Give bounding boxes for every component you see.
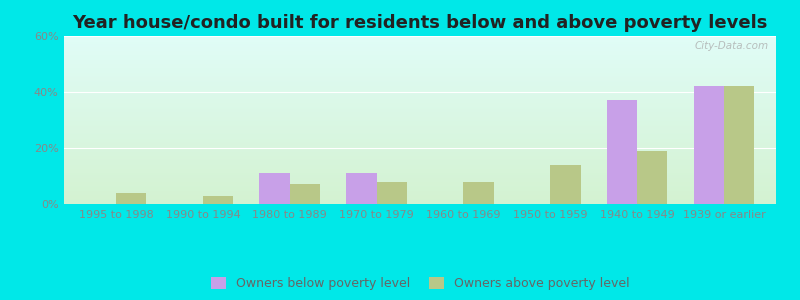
Bar: [550, 165, 581, 204]
Bar: [290, 184, 320, 204]
Bar: [377, 182, 407, 204]
Bar: [346, 173, 377, 204]
Bar: [637, 151, 667, 204]
Title: Year house/condo built for residents below and above poverty levels: Year house/condo built for residents bel…: [72, 14, 768, 32]
Bar: [724, 86, 754, 204]
Bar: [203, 196, 234, 204]
Legend: Owners below poverty level, Owners above poverty level: Owners below poverty level, Owners above…: [206, 272, 634, 295]
Text: City-Data.com: City-Data.com: [694, 41, 769, 51]
Bar: [694, 86, 724, 204]
Bar: [463, 182, 494, 204]
Bar: [116, 193, 146, 204]
Bar: [606, 100, 637, 204]
Bar: [259, 173, 290, 204]
